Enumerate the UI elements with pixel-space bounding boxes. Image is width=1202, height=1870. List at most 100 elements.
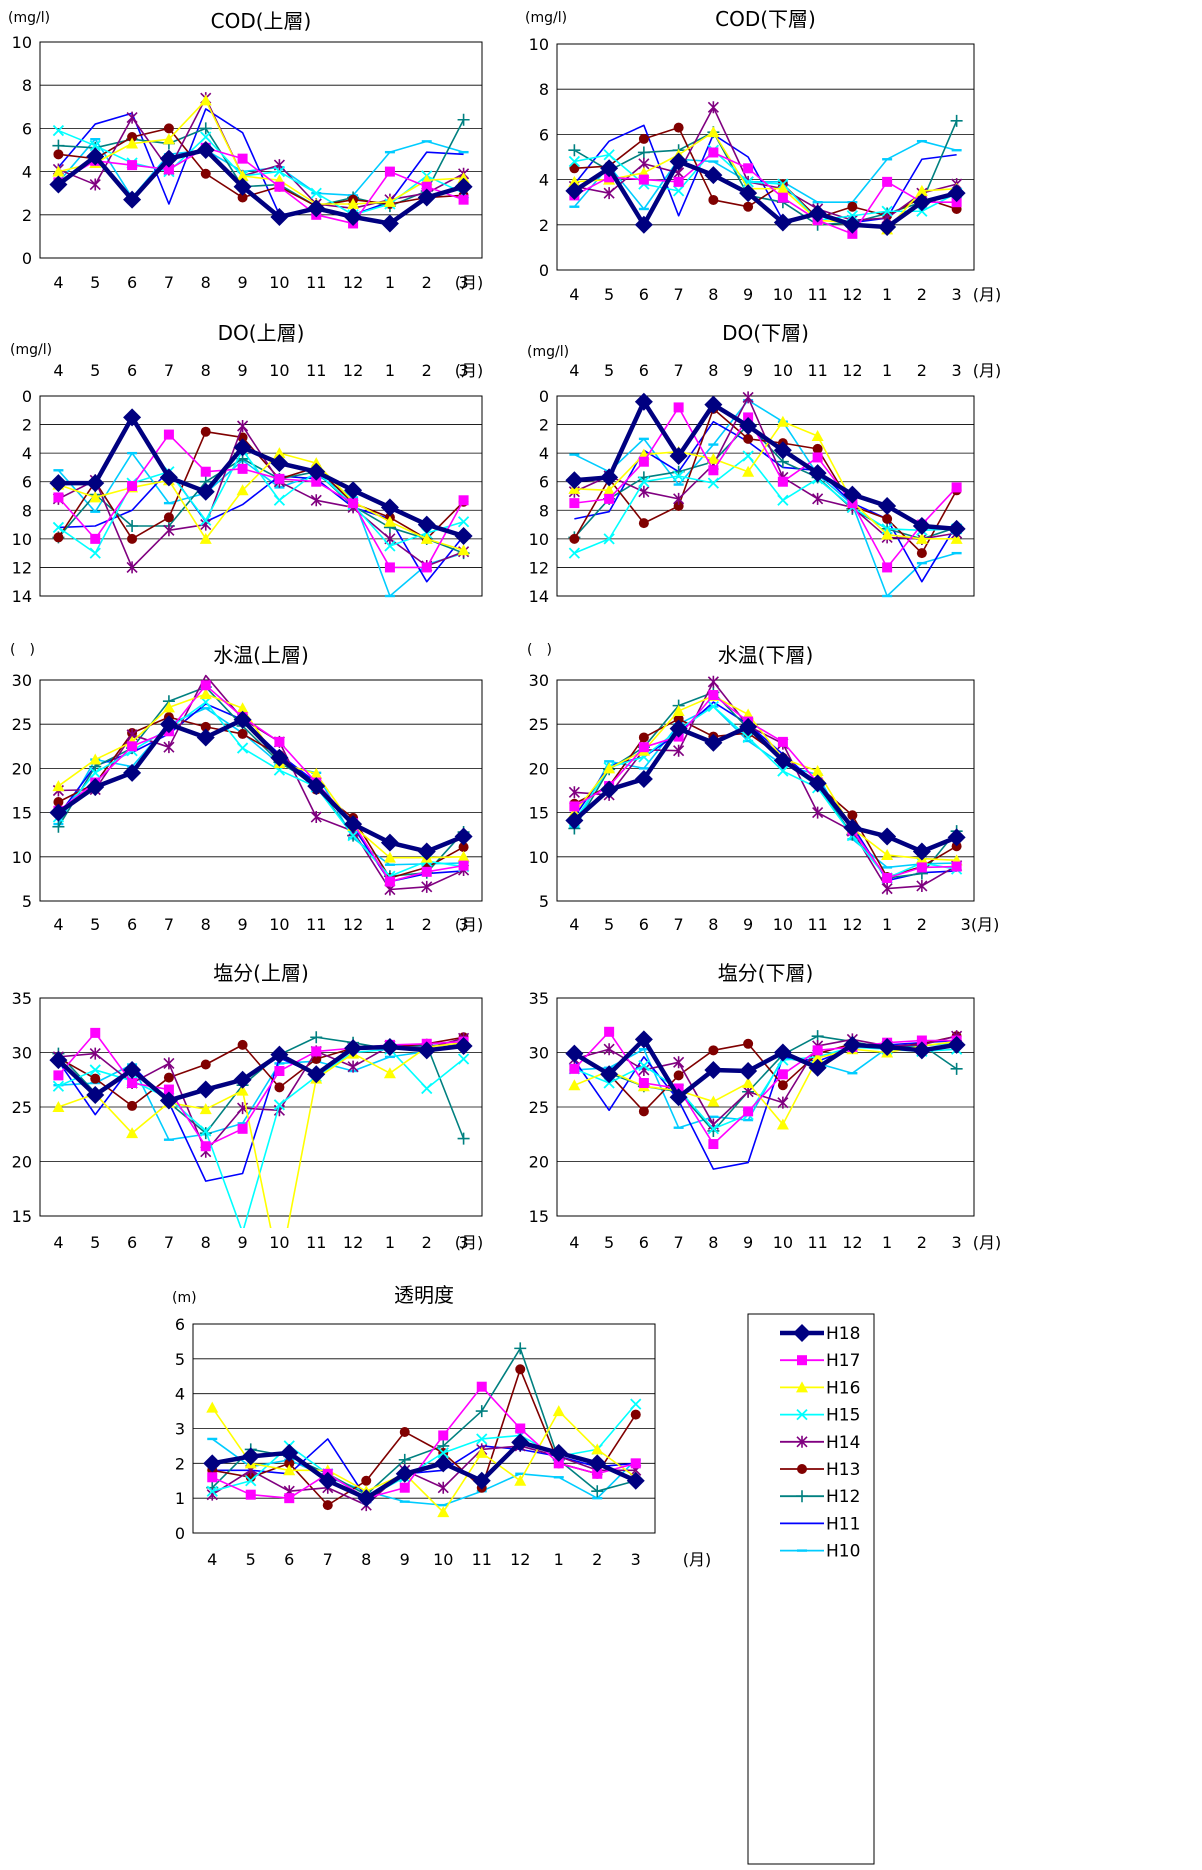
series-line-H10 [573, 705, 957, 869]
chart-title: 水温(下層) [718, 643, 814, 667]
data-point-H17 [421, 562, 432, 573]
series-H16 [568, 689, 963, 866]
data-point-H17 [274, 181, 285, 192]
data-point-H17 [916, 862, 927, 873]
data-point-H18 [196, 1080, 215, 1099]
data-point-H17 [384, 876, 395, 887]
data-point-H15 [846, 210, 859, 222]
legend: H18 H17 H16 H15 H14 H13 H12 H11 H10 [747, 1313, 875, 1865]
data-point-H12 [126, 520, 139, 532]
x-tick-label: 4 [569, 361, 579, 380]
data-point-H16 [236, 169, 249, 181]
legend-item-H11: H11 [780, 1514, 860, 1534]
data-point-H15 [568, 547, 581, 559]
data-point-H17 [569, 498, 580, 509]
data-point-H17 [200, 1141, 211, 1152]
data-point-H18 [739, 717, 758, 736]
data-point-H18 [947, 828, 966, 847]
data-point-H18 [808, 1058, 827, 1077]
data-point-H18 [472, 1471, 491, 1490]
x-tick-label: 1 [385, 1233, 395, 1252]
data-point-H17 [708, 690, 719, 701]
legend-marker-H17 [797, 1355, 807, 1366]
x-tick-label: 12 [343, 1233, 363, 1252]
x-tick-label: 12 [343, 361, 363, 380]
x-tick-label: 7 [164, 915, 174, 934]
series-line-H11 [57, 108, 464, 216]
x-tick-label: 8 [708, 285, 718, 304]
data-point-H14 [163, 1057, 175, 1070]
data-point-H18 [380, 214, 399, 233]
x-tick-label: 6 [639, 915, 649, 934]
series-H17 [569, 690, 962, 884]
data-point-H17 [673, 402, 684, 413]
y-tick-label: 4 [175, 1385, 185, 1404]
data-point-H12 [514, 1342, 527, 1355]
x-tick-label: 4 [207, 1550, 217, 1569]
data-point-H18 [86, 1086, 105, 1105]
x-tick-label: 11 [807, 1233, 827, 1252]
y-tick-label: 6 [539, 125, 549, 144]
series-line-H17 [574, 406, 958, 569]
data-point-H13 [237, 192, 248, 203]
data-point-H18 [49, 1051, 68, 1070]
y-axis-unit: (m) [172, 1290, 197, 1306]
x-tick-label: 10 [269, 273, 289, 292]
series-H11 [573, 701, 957, 882]
data-point-H18 [159, 468, 178, 487]
data-point-H13 [847, 201, 858, 212]
data-point-H17 [476, 1381, 487, 1392]
x-tick-label: 10 [773, 1233, 793, 1252]
series-line-H18 [572, 724, 958, 854]
data-point-H18 [843, 485, 862, 504]
y-tick-label: 5 [175, 1350, 185, 1369]
data-point-H17 [882, 176, 893, 187]
data-point-H13 [569, 163, 580, 174]
series-line-H16 [574, 131, 957, 231]
x-tick-label: 12 [842, 915, 862, 934]
x-tick-label: 11 [306, 361, 326, 380]
data-point-H17 [812, 1045, 823, 1056]
data-point-H15 [476, 1433, 488, 1445]
data-point-H13 [743, 201, 754, 212]
x-tick-label: 5 [604, 285, 614, 304]
data-point-H16 [776, 182, 789, 194]
series-line-H10 [574, 1041, 957, 1129]
data-point-H18 [417, 842, 436, 861]
y-tick-label: 0 [22, 249, 32, 268]
data-point-H18 [600, 159, 619, 178]
data-point-H15 [200, 514, 212, 526]
data-point-H17 [743, 163, 754, 174]
legend-label: H15 [826, 1406, 860, 1426]
series-line-H12 [573, 691, 958, 879]
data-point-H18 [565, 471, 584, 490]
data-point-H17 [421, 181, 432, 192]
series-H14 [52, 1032, 470, 1158]
series-line-H11 [573, 701, 957, 882]
data-point-H15 [310, 187, 322, 199]
chart-title: 透明度 [394, 1283, 454, 1307]
y-tick-label: 4 [539, 444, 549, 463]
data-point-H15 [437, 1447, 449, 1459]
data-point-H18 [600, 1065, 619, 1084]
y-tick-label: 25 [12, 715, 32, 734]
data-point-H18 [808, 204, 827, 223]
legend-label: H14 [826, 1433, 860, 1453]
data-point-H16 [162, 701, 175, 713]
data-point-H14 [707, 101, 719, 114]
x-tick-label: 2 [917, 361, 927, 380]
data-point-H18 [739, 1062, 758, 1081]
data-point-H18 [344, 1039, 363, 1058]
data-point-H15 [638, 476, 650, 488]
data-point-H15 [421, 1082, 433, 1095]
x-tick-label: 12 [842, 285, 862, 304]
data-point-H15 [742, 731, 754, 744]
x-axis-unit: (月) [973, 361, 1002, 380]
x-tick-label: 4 [569, 285, 579, 304]
data-point-H18 [270, 748, 289, 767]
data-point-H18 [912, 193, 931, 212]
data-point-H18 [233, 710, 252, 729]
data-point-H15 [245, 1475, 257, 1487]
data-point-H18 [669, 1088, 688, 1107]
data-point-H17 [604, 493, 615, 504]
